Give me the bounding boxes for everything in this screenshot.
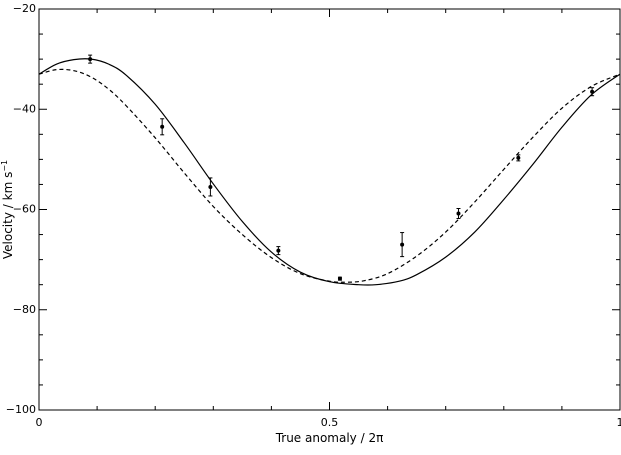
- dashed-model-curve: [38, 68, 621, 283]
- point-marker: [516, 155, 521, 160]
- x-tick-label: 0.5: [321, 416, 339, 429]
- data-point: [160, 118, 165, 136]
- point-marker: [590, 89, 595, 94]
- point-marker: [337, 276, 342, 281]
- point-marker: [208, 184, 213, 189]
- model-curves: [38, 58, 621, 286]
- y-tick-label: −80: [13, 303, 36, 316]
- data-point: [276, 246, 281, 256]
- x-axis-label: True anomaly / 2π: [275, 431, 384, 445]
- x-axis-ticks: 0 0.5 1: [36, 9, 621, 429]
- data-point: [337, 276, 342, 281]
- point-marker: [400, 242, 405, 247]
- y-tick-label: −20: [13, 2, 36, 15]
- data-point: [456, 207, 461, 220]
- data-point: [88, 54, 93, 64]
- point-marker: [88, 57, 93, 62]
- solid-model-curve: [38, 58, 621, 286]
- y-tick-label: −40: [13, 102, 36, 115]
- plot-frame: [38, 8, 621, 411]
- y-axis-label-superscript: −1: [0, 160, 9, 172]
- data-point: [590, 87, 595, 97]
- y-axis-label: Velocity / km s−1: [0, 160, 15, 259]
- data-point: [516, 154, 521, 162]
- point-marker: [456, 211, 461, 216]
- data-point: [208, 177, 213, 197]
- y-axis-ticks: −20 −40 −60 −80 −100: [6, 2, 620, 416]
- point-marker: [276, 248, 281, 253]
- y-tick-label: −60: [13, 203, 36, 216]
- data-point: [400, 232, 405, 258]
- x-tick-label: 1: [617, 416, 621, 429]
- y-tick-label: −100: [6, 403, 36, 416]
- data-points: [88, 54, 595, 281]
- point-marker: [160, 124, 165, 129]
- y-axis-label-main: Velocity / km s: [1, 172, 15, 259]
- x-tick-label: 0: [36, 416, 43, 429]
